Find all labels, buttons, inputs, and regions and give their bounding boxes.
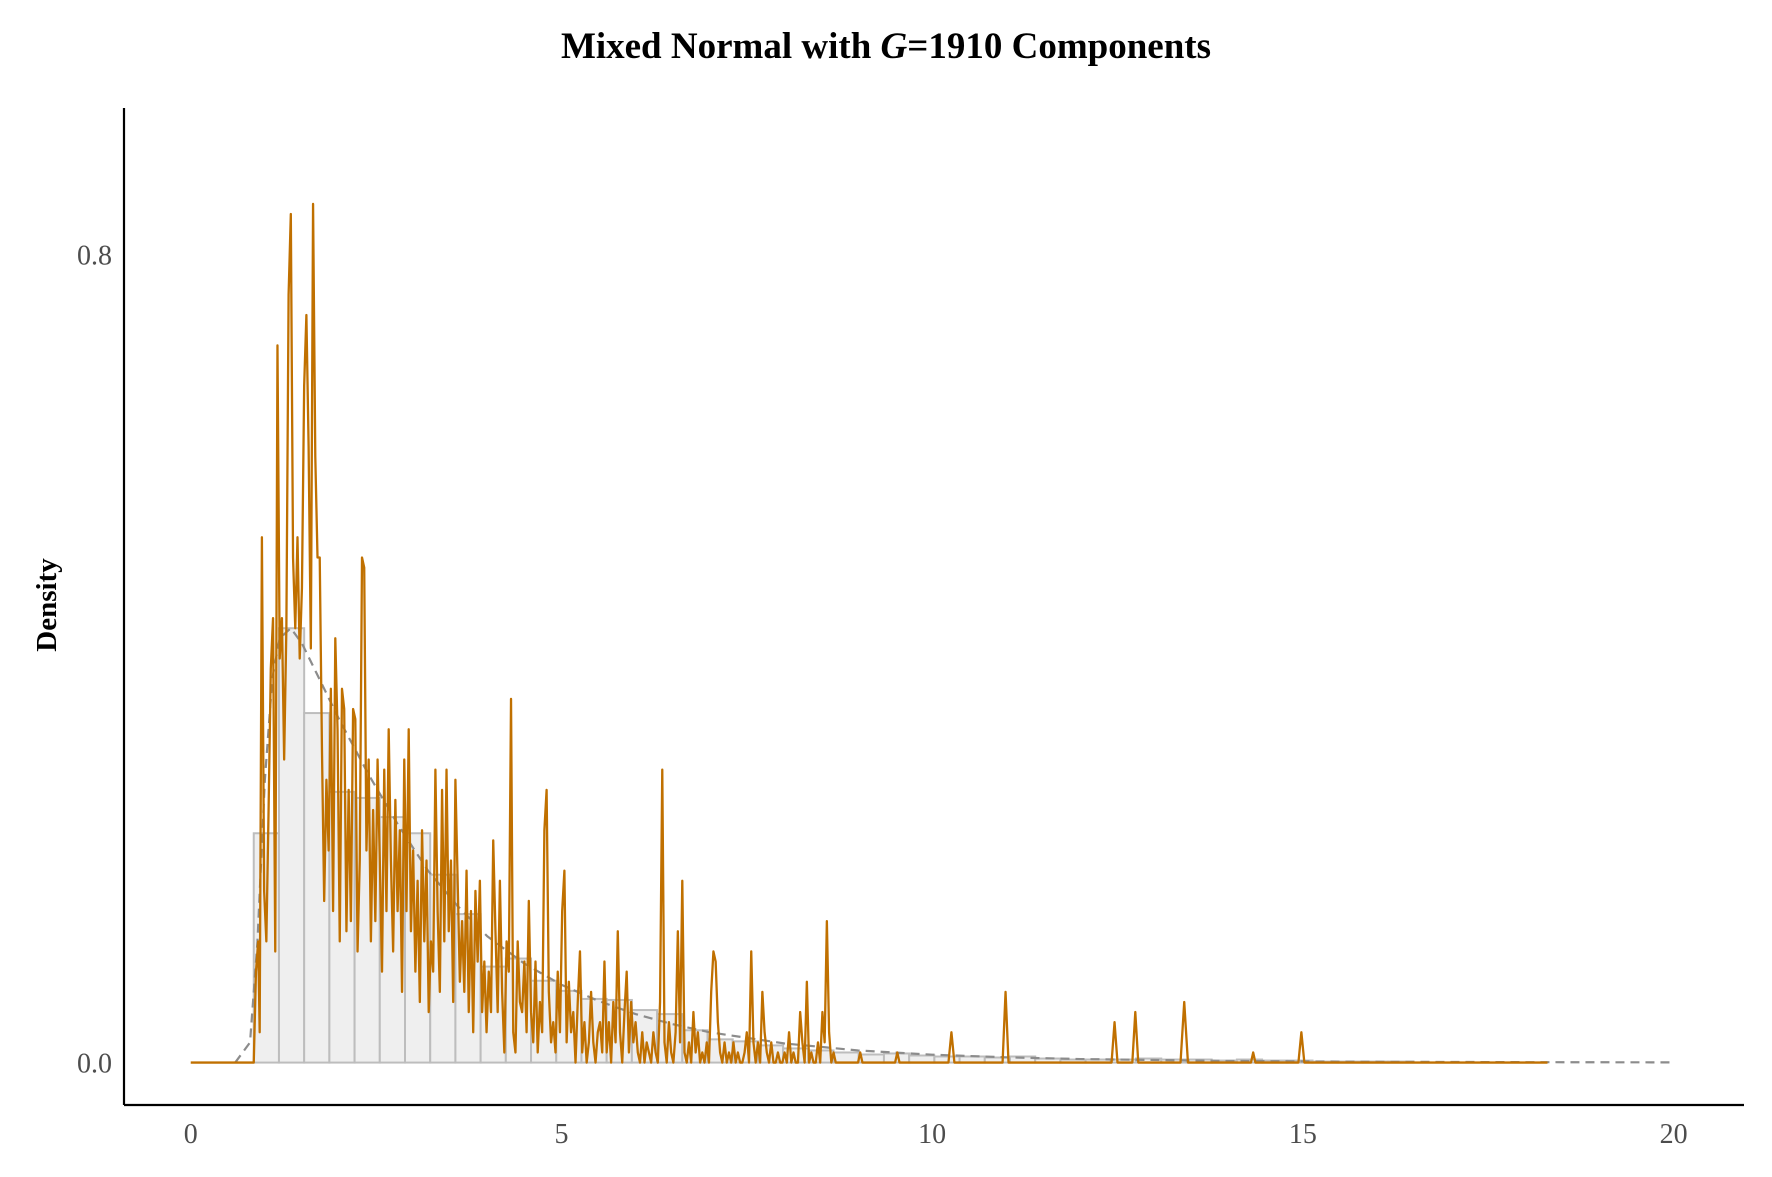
mixture-density-line [190,202,1548,1064]
y-tick-label: 0.0 [77,1049,112,1080]
x-tick-label: 10 [918,1119,946,1150]
y-axis-label: Density [31,558,63,652]
x-tick-label: 0 [184,1119,198,1150]
mixture-density [190,202,1548,1064]
histogram-bar [303,712,331,1064]
y-tick-label: 0.8 [77,240,112,271]
axes: 0 5 10 15 20 0.0 0.8 [77,108,1744,1150]
x-tick-label: 20 [1660,1119,1688,1150]
x-tick-label: 5 [554,1119,568,1150]
title-prefix: Mixed Normal with [561,26,881,67]
title-suffix: =1910 Components [907,26,1211,67]
histogram-bar [832,1051,860,1064]
chart-title: Mixed Normal with G=1910 Components [561,26,1211,67]
x-tick-label: 15 [1289,1119,1317,1150]
title-variable: G [881,26,908,67]
